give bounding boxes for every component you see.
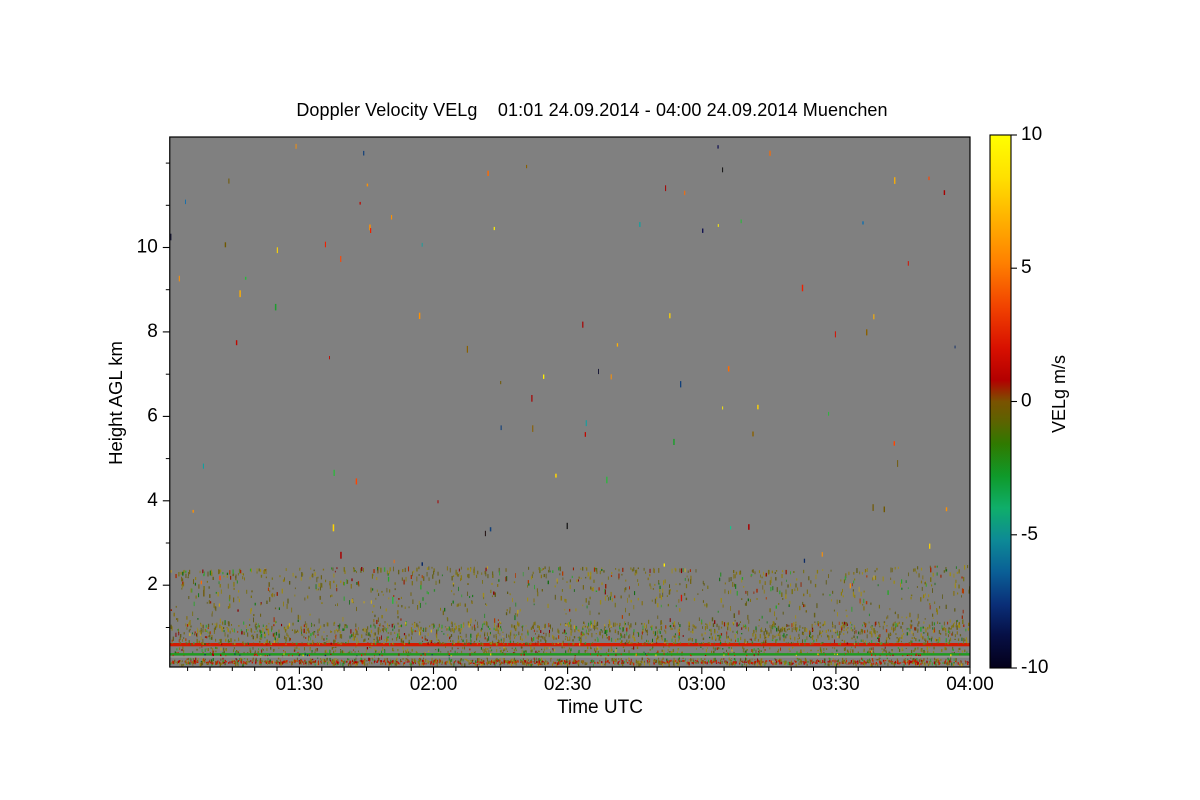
svg-text:8: 8: [147, 321, 158, 342]
svg-text:01:30: 01:30: [276, 674, 324, 695]
svg-text:0: 0: [1021, 391, 1032, 412]
svg-text:5: 5: [1021, 257, 1032, 278]
svg-text:2: 2: [147, 574, 158, 595]
svg-text:03:30: 03:30: [812, 674, 860, 695]
svg-text:10: 10: [137, 237, 158, 258]
svg-text:4: 4: [147, 490, 158, 511]
svg-text:6: 6: [147, 405, 158, 426]
svg-text:10: 10: [1021, 124, 1042, 145]
svg-text:-10: -10: [1021, 657, 1048, 678]
svg-text:03:00: 03:00: [678, 674, 726, 695]
svg-text:04:00: 04:00: [946, 674, 994, 695]
svg-text:-5: -5: [1021, 524, 1038, 545]
svg-text:02:30: 02:30: [544, 674, 592, 695]
svg-text:02:00: 02:00: [410, 674, 458, 695]
